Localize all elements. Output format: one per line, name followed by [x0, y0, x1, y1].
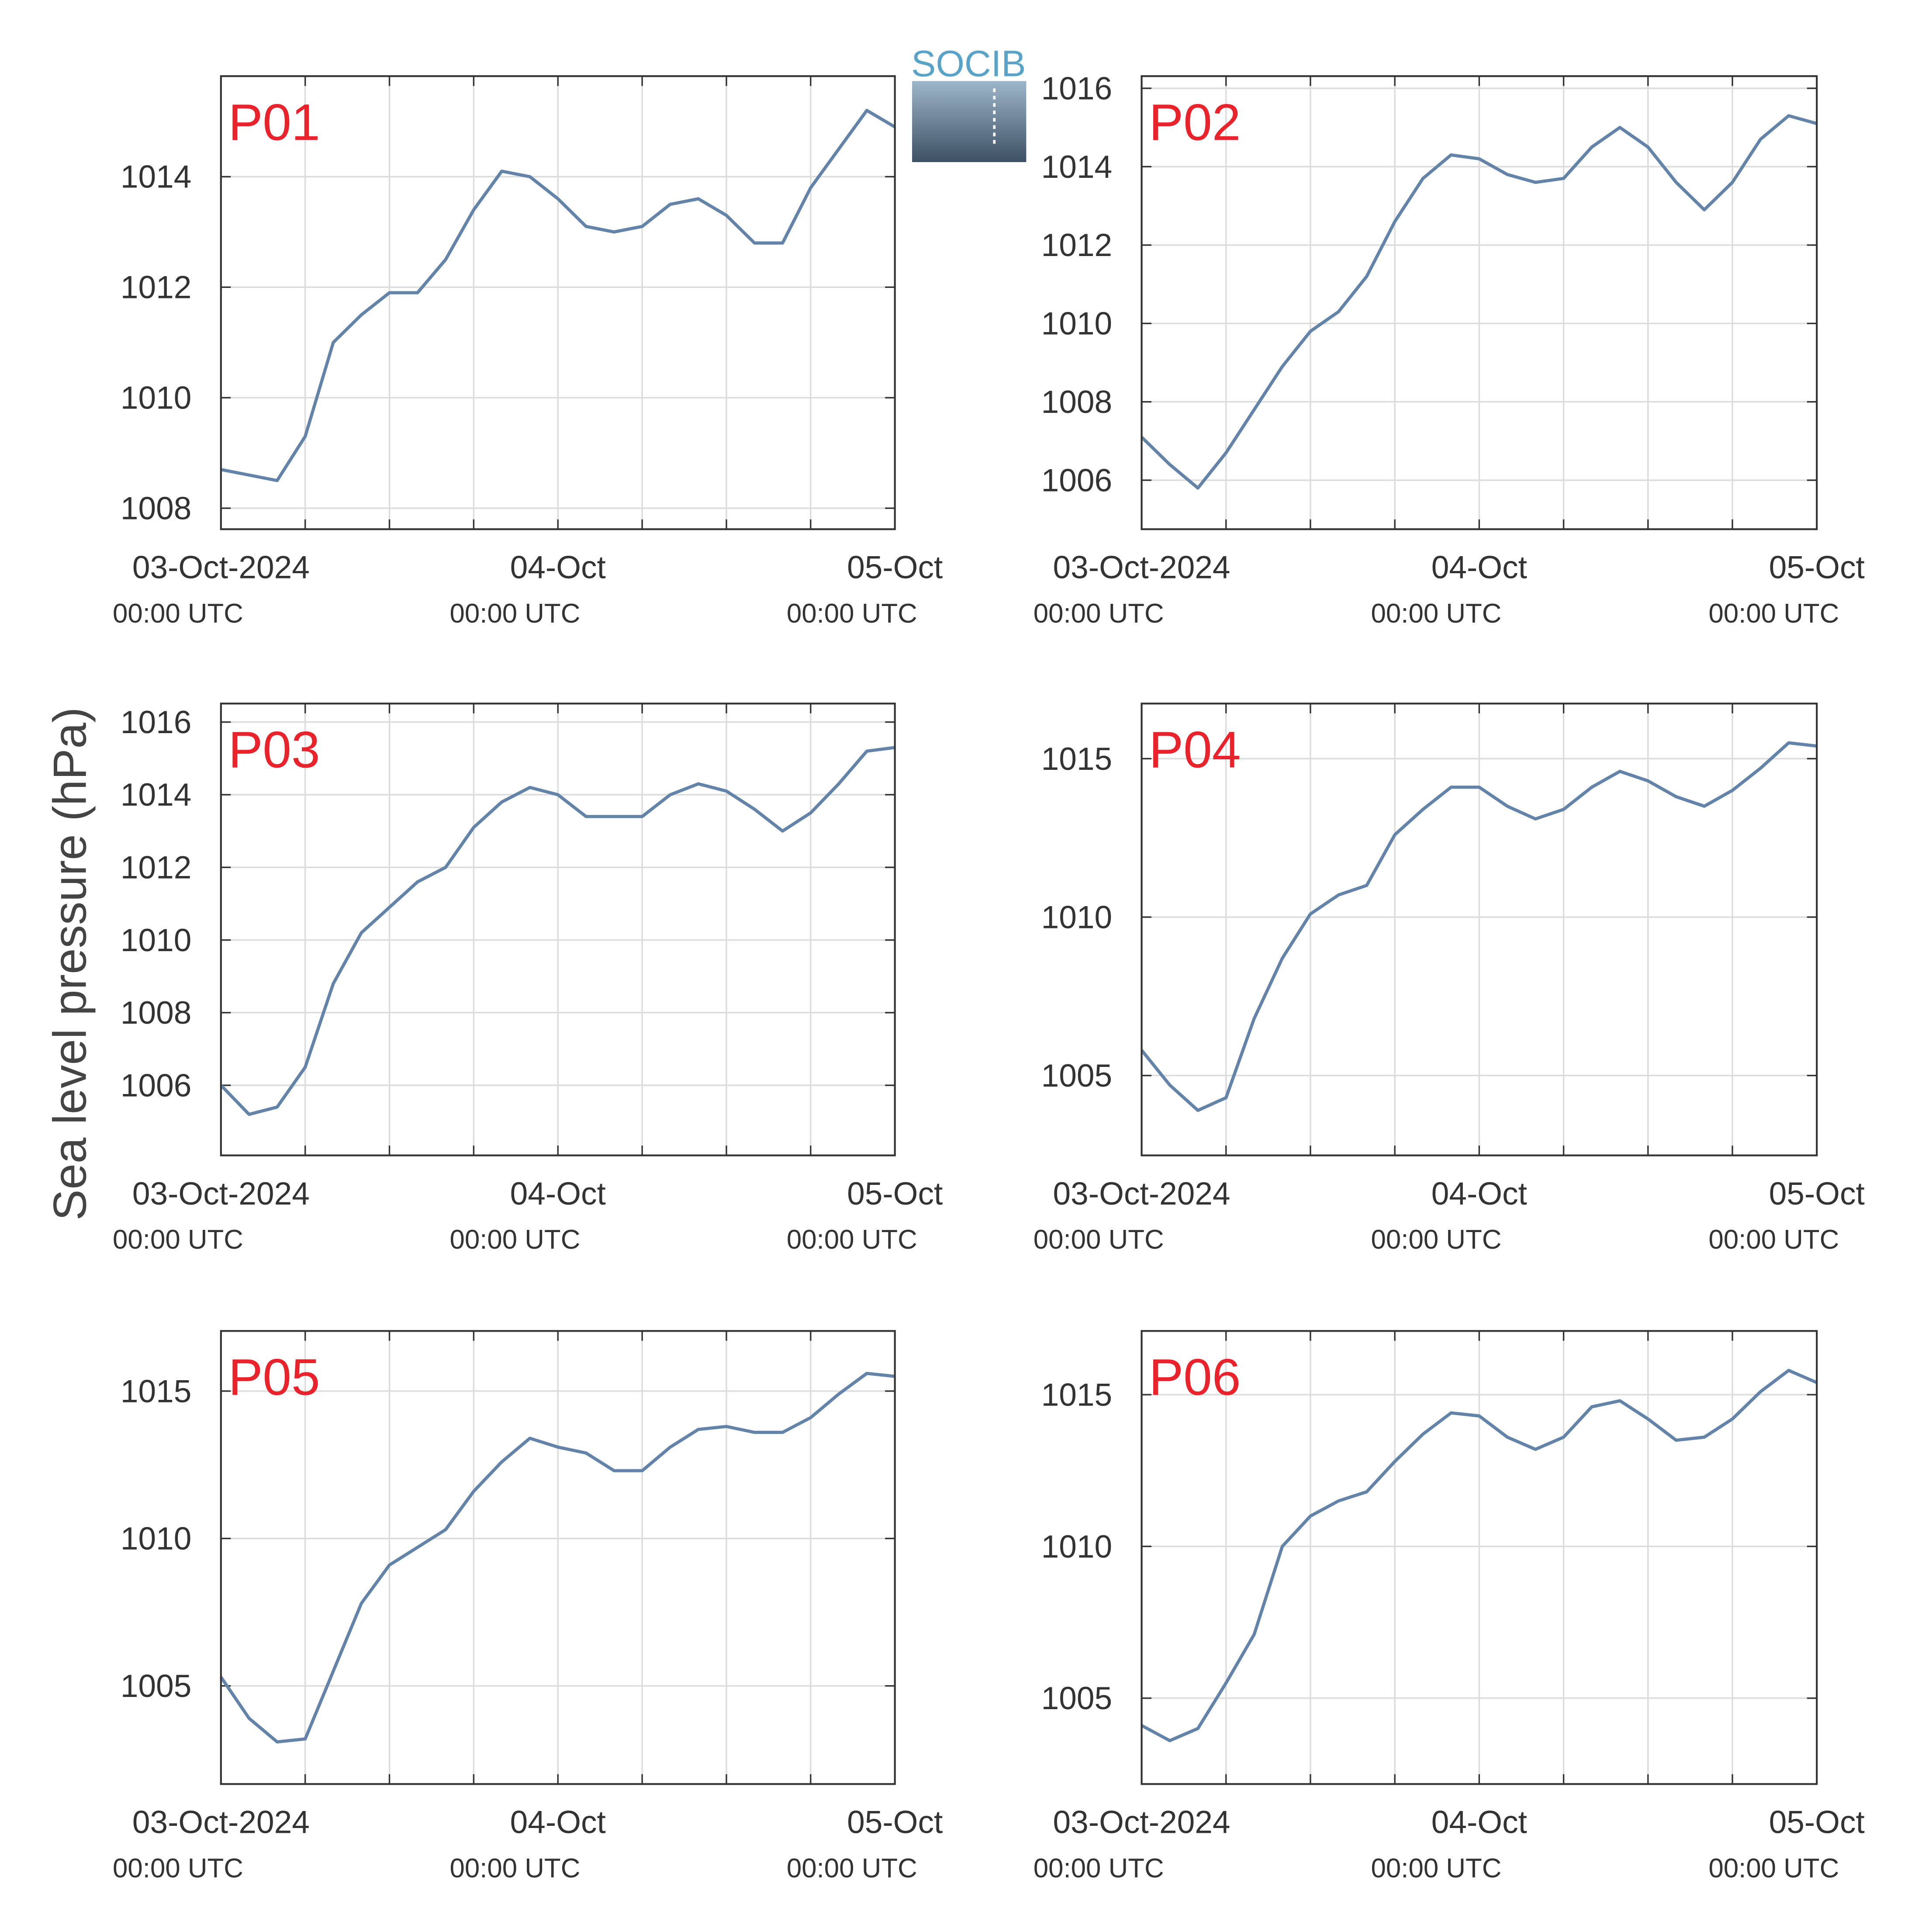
plot-frame [220, 703, 896, 1156]
plot-frame [220, 1330, 896, 1785]
y-tick-label: 1008 [121, 491, 192, 526]
y-tick-label: 1014 [121, 777, 192, 813]
data-line [1141, 1368, 1818, 1742]
y-axis-label: Sea level pressure (hPa) [44, 707, 96, 1221]
x-tick-label: 03-Oct-2024 [132, 550, 310, 585]
x-tick-sublabel: 00:00 UTC [113, 599, 243, 629]
x-tick-label: 03-Oct-2024 [1053, 1805, 1231, 1840]
x-tick-sublabel: 00:00 UTC [787, 1853, 917, 1884]
y-tick-label: 1005 [1041, 1058, 1113, 1094]
x-tick-sublabel: 00:00 UTC [1371, 599, 1502, 629]
y-tick-label: 1014 [121, 159, 192, 195]
x-tick-sublabel: 00:00 UTC [1034, 599, 1164, 629]
x-tick-label: 03-Oct-2024 [1053, 1176, 1231, 1212]
x-tick-sublabel: 00:00 UTC [1708, 1853, 1839, 1884]
y-tick-label: 1010 [121, 923, 192, 958]
x-tick-label: 05-Oct [1769, 1805, 1865, 1840]
x-tick-sublabel: 00:00 UTC [113, 1853, 243, 1884]
panel-annotation: P03 [228, 721, 320, 779]
y-tick-label: 1012 [121, 270, 192, 305]
x-tick-label: 04-Oct [1431, 550, 1527, 585]
x-tick-sublabel: 00:00 UTC [1034, 1853, 1164, 1884]
y-tick-label: 1016 [121, 705, 192, 740]
y-tick-label: 1015 [1041, 1377, 1113, 1413]
y-tick-label: 1005 [1041, 1681, 1113, 1716]
x-tick-label: 05-Oct [1769, 550, 1865, 585]
y-tick-label: 1010 [1041, 306, 1113, 342]
x-tick-label: 05-Oct [847, 1805, 943, 1840]
data-line [221, 109, 896, 482]
panel-annotation: P02 [1149, 93, 1241, 151]
logo-block [912, 81, 1027, 162]
x-tick-label: 04-Oct [1431, 1176, 1527, 1212]
x-tick-label: 03-Oct-2024 [132, 1176, 310, 1212]
x-tick-sublabel: 00:00 UTC [787, 1225, 917, 1255]
plot-frame [1141, 75, 1818, 530]
y-tick-label: 1015 [121, 1374, 192, 1409]
x-tick-label: 04-Oct [510, 1176, 606, 1212]
y-tick-label: 1008 [1041, 384, 1113, 420]
x-tick-sublabel: 00:00 UTC [787, 599, 917, 629]
y-tick-label: 1012 [1041, 228, 1113, 263]
y-tick-label: 1010 [1041, 900, 1113, 935]
logo-text: SOCIB [911, 43, 1026, 84]
plot-frame [220, 75, 896, 530]
panel-annotation: P01 [228, 93, 320, 151]
y-tick-label: 1006 [121, 1068, 192, 1103]
x-tick-label: 03-Oct-2024 [132, 1805, 310, 1840]
panel-annotation: P04 [1149, 721, 1241, 779]
y-tick-label: 1008 [121, 995, 192, 1031]
x-tick-sublabel: 00:00 UTC [1371, 1225, 1502, 1255]
y-tick-label: 1014 [1041, 149, 1113, 185]
y-tick-label: 1010 [121, 1521, 192, 1557]
x-tick-label: 04-Oct [510, 550, 606, 585]
y-tick-label: 1012 [121, 850, 192, 886]
y-tick-label: 1006 [1041, 463, 1113, 498]
plot-frame [1141, 703, 1818, 1156]
x-tick-sublabel: 00:00 UTC [1708, 599, 1839, 629]
x-tick-sublabel: 00:00 UTC [113, 1225, 243, 1255]
x-tick-sublabel: 00:00 UTC [1371, 1853, 1502, 1884]
y-tick-label: 1010 [121, 381, 192, 416]
y-tick-label: 1010 [1041, 1529, 1113, 1565]
x-tick-sublabel: 00:00 UTC [1708, 1225, 1839, 1255]
y-tick-label: 1016 [1041, 71, 1113, 106]
data-line [1140, 114, 1818, 490]
data-line [1140, 741, 1817, 1112]
panel-annotation: P06 [1149, 1348, 1241, 1406]
data-line [220, 746, 895, 1116]
data-line [219, 1371, 895, 1744]
x-tick-label: 03-Oct-2024 [1053, 550, 1231, 585]
x-tick-label: 05-Oct [1769, 1176, 1865, 1212]
x-tick-sublabel: 00:00 UTC [1034, 1225, 1164, 1255]
panel-annotation: P05 [228, 1348, 320, 1406]
x-tick-sublabel: 00:00 UTC [449, 599, 580, 629]
x-tick-label: 05-Oct [847, 1176, 943, 1212]
x-tick-label: 04-Oct [510, 1805, 606, 1840]
x-tick-label: 04-Oct [1431, 1805, 1527, 1840]
y-tick-label: 1005 [121, 1669, 192, 1704]
plot-frame [1141, 1330, 1818, 1785]
x-tick-sublabel: 00:00 UTC [449, 1853, 580, 1884]
x-tick-label: 05-Oct [847, 550, 943, 585]
x-tick-sublabel: 00:00 UTC [449, 1225, 580, 1255]
y-tick-label: 1015 [1041, 741, 1113, 777]
